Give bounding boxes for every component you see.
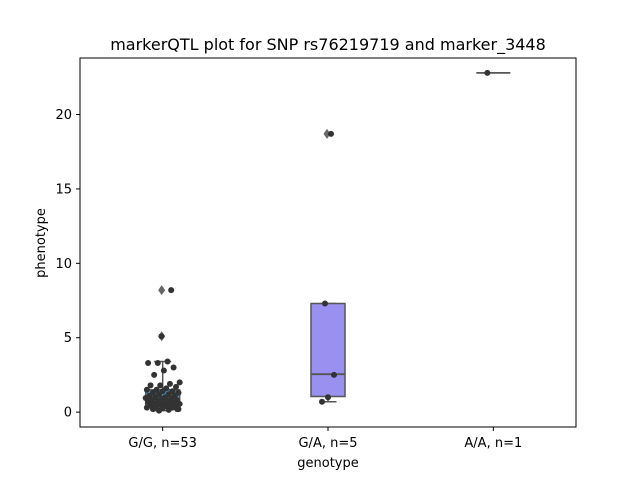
y-tick-label: 5 xyxy=(64,331,72,346)
y-tick-label: 20 xyxy=(55,108,72,123)
data-point xyxy=(319,398,325,405)
outlier-marker xyxy=(158,285,166,296)
data-point xyxy=(148,400,155,407)
data-point xyxy=(484,69,491,76)
data-point xyxy=(147,382,154,389)
data-point xyxy=(174,406,181,413)
y-axis-label: phenotype xyxy=(34,208,49,278)
x-axis-label: genotype xyxy=(297,456,358,471)
data-point xyxy=(145,360,152,367)
x-tick-label: A/A, n=1 xyxy=(464,436,522,451)
y-tick-label: 0 xyxy=(64,406,72,421)
data-point xyxy=(168,287,175,294)
plot-area xyxy=(142,69,511,414)
chart-title: markerQTL plot for SNP rs76219719 and ma… xyxy=(110,35,546,55)
data-point xyxy=(175,389,182,396)
data-point xyxy=(153,386,160,393)
data-point xyxy=(170,364,177,371)
data-point xyxy=(174,397,181,404)
box-group xyxy=(310,128,346,403)
x-tick-label: G/A, n=5 xyxy=(298,436,357,451)
axes: 0 5 10 15 20 G/G, n=53 G/A, n=5 A/A, n=1 xyxy=(55,108,522,451)
y-tick-label: 15 xyxy=(55,182,72,197)
y-tick-label: 10 xyxy=(55,257,72,272)
data-point xyxy=(166,380,173,387)
strip-group xyxy=(142,287,183,414)
outlier-marker xyxy=(323,128,331,139)
data-point xyxy=(160,367,167,374)
data-point xyxy=(163,385,170,392)
data-point xyxy=(164,358,171,365)
data-point xyxy=(322,300,328,307)
data-point xyxy=(173,383,180,390)
data-point xyxy=(143,386,150,393)
data-point xyxy=(169,388,176,395)
data-point xyxy=(158,333,165,340)
data-point xyxy=(154,360,161,367)
box-iqr xyxy=(310,302,346,398)
data-point xyxy=(325,394,331,401)
data-point xyxy=(331,371,337,378)
data-point xyxy=(157,382,164,389)
data-point xyxy=(176,379,183,386)
strip-group xyxy=(319,130,337,405)
data-point xyxy=(328,130,334,137)
data-point xyxy=(151,371,158,378)
x-tick-label: G/G, n=53 xyxy=(128,436,196,451)
strip-group xyxy=(484,69,491,76)
